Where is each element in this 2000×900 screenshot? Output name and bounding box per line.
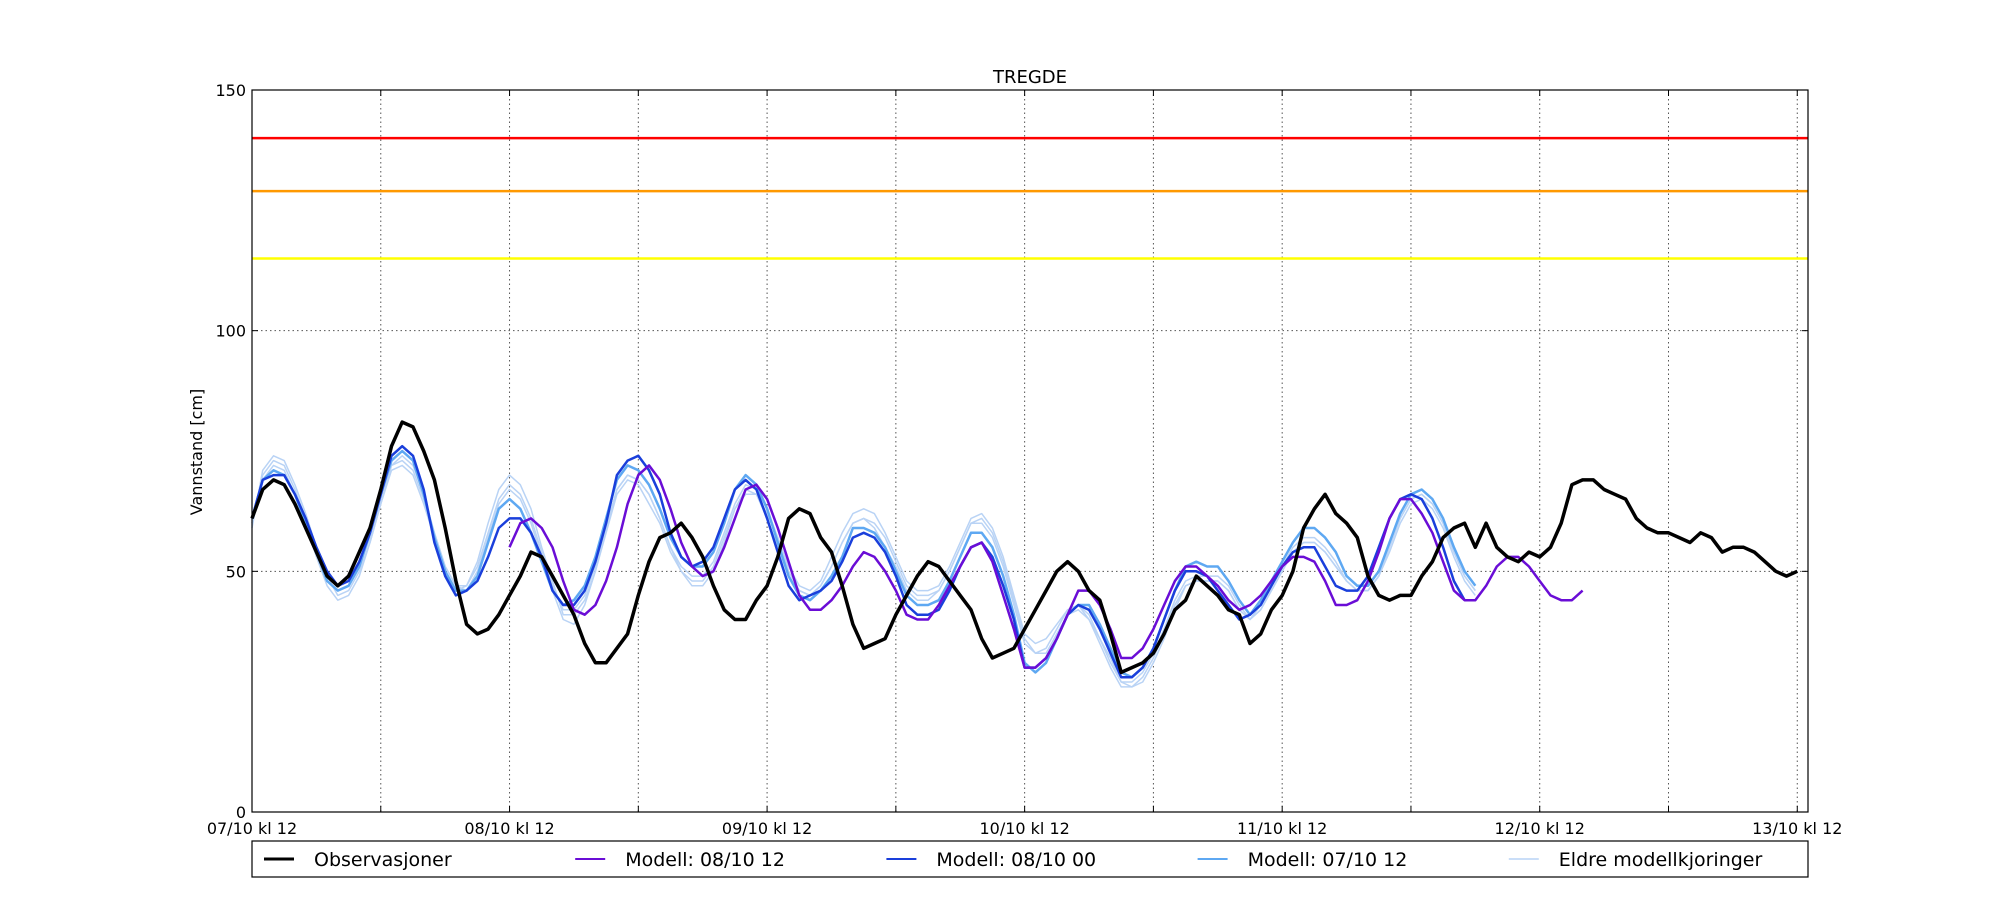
x-tick-label: 10/10 kl 12 — [979, 819, 1069, 838]
legend-label: Modell: 08/10 12 — [625, 849, 785, 871]
legend-label: Eldre modellkjoringer — [1559, 849, 1763, 871]
legend-label: Modell: 07/10 12 — [1248, 849, 1408, 871]
x-tick-label: 13/10 kl 12 — [1752, 819, 1842, 838]
x-tick-label: 12/10 kl 12 — [1495, 819, 1585, 838]
x-tick-label: 08/10 kl 12 — [464, 819, 554, 838]
legend-label: Modell: 08/10 00 — [936, 849, 1096, 871]
legend-box — [251, 840, 1809, 878]
series-line-2 — [250, 444, 1466, 679]
series-line-1 — [508, 464, 1584, 669]
y-axis-label: Vannstand [cm] — [187, 389, 206, 515]
legend: Observasjoner Modell: 08/10 12 Modell: 08/… — [251, 840, 1809, 878]
y-tick-label: 0 — [236, 803, 246, 822]
y-tick-label: 50 — [226, 562, 246, 581]
axis-ticks: 0 50 100 150 07/10 kl 12 08/10 kl 12 09/10 kl … — [207, 81, 1843, 838]
y-tick-label: 150 — [215, 81, 246, 100]
x-tick-label: 09/10 kl 12 — [722, 819, 812, 838]
x-tick-label: 07/10 kl 12 — [207, 819, 297, 838]
series-lines — [250, 420, 1799, 688]
threshold-lines — [252, 136, 1808, 260]
legend-label: Observasjoner — [314, 849, 452, 871]
x-tick-label: 11/10 kl 12 — [1237, 819, 1327, 838]
chart-title: TREGDE — [992, 67, 1067, 88]
series-line-0 — [250, 420, 1799, 675]
y-tick-label: 100 — [215, 322, 246, 341]
plot-area-frame — [251, 89, 1809, 813]
grid-lines — [252, 90, 1808, 812]
